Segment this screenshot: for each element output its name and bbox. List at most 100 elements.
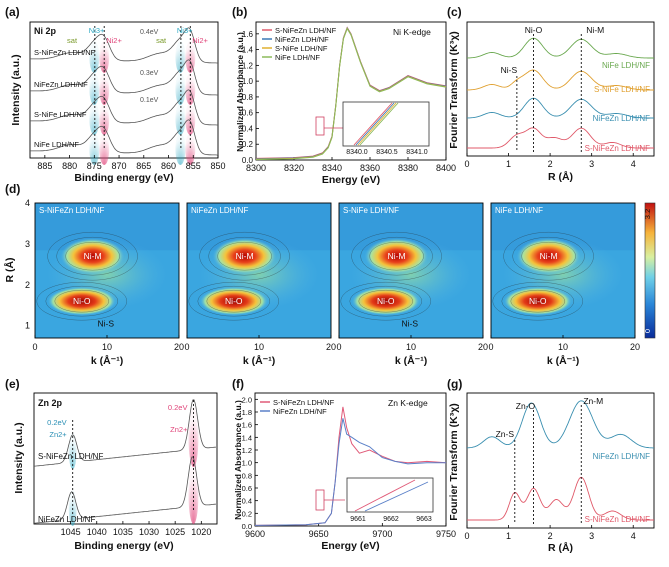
ft-zn-frame: [466, 392, 655, 529]
wt-map-title: S-NiFe LDH/NF: [343, 206, 399, 215]
inset-tick-label: 8340.5: [376, 149, 398, 156]
wt-hotspot: [351, 287, 420, 316]
wt-contour: [360, 236, 433, 276]
x-tick-label: 4: [631, 531, 636, 541]
series-label: NiFeZn LDH/NF: [593, 452, 650, 461]
colorbar-min: 0: [643, 329, 652, 333]
xanes-ni-frame: [255, 21, 447, 161]
wt-hotspot: [60, 238, 125, 275]
y-tick-label: 0.8: [242, 93, 254, 102]
x-tick-label: 1030: [139, 527, 159, 537]
inset-frame: [342, 101, 430, 147]
inset-tick-label: 9663: [416, 516, 432, 523]
wt-feature-label: Ni-M: [388, 251, 406, 261]
wt-feature-label: Ni-O: [529, 296, 547, 306]
x-tick-label: 865: [136, 161, 151, 171]
ft-ni-curve: [467, 69, 654, 91]
shift-annotation: 0.2eV: [168, 403, 188, 412]
y-axis-label: Intensity (a.u.): [13, 422, 25, 493]
y-tick-label: 2: [25, 280, 30, 290]
wt-feature-label: Ni-O: [225, 296, 243, 306]
x-tick-label: 8380: [398, 163, 418, 173]
marker-label: Zn-M: [583, 396, 603, 406]
y-tick-label: 1.4: [242, 433, 252, 442]
peak-fill: [175, 73, 186, 105]
shift-annotation: 0.2eV: [47, 418, 67, 427]
shift-annotation: 0.4eV: [140, 29, 159, 36]
wt-contour: [521, 241, 576, 271]
x-tick-label: 10: [558, 342, 568, 352]
x-tick-label: 1040: [87, 527, 107, 537]
wt-contour: [510, 289, 565, 313]
xps-ni-curve: [30, 59, 218, 96]
series-label: NiFeZn LDH/NF: [38, 515, 95, 524]
wt-contour: [503, 231, 594, 281]
peak-fill: [185, 41, 196, 73]
legend-entry: S-NiFe LDH/NF: [275, 44, 328, 53]
wt-feature-label: Ni-O: [377, 296, 395, 306]
ft-zn-curve: [466, 400, 654, 449]
peak-fill: [99, 73, 110, 105]
x-tick-label: 855: [186, 161, 201, 171]
y-tick-label: 0.8: [242, 471, 252, 480]
peak-label: sat: [67, 36, 78, 45]
y-tick-label: 0.0: [242, 156, 254, 165]
x-tick-label: 8340: [322, 163, 342, 173]
wt-hotspot: [503, 287, 572, 316]
peak-fill: [175, 41, 186, 73]
peak-fill: [89, 41, 100, 73]
y-tick-label: 0.2: [242, 509, 252, 518]
shift-annotation: 0.3eV: [140, 70, 159, 77]
wt-hotspot: [516, 238, 581, 275]
y-tick-label: 1.6: [242, 421, 252, 430]
x-axis-label: Binding energy (eV): [74, 172, 173, 184]
x-axis-label: R (Å): [548, 170, 573, 183]
x-tick-label: 9700: [372, 529, 392, 539]
wt-contour: [358, 289, 413, 313]
peak-label: sat: [156, 36, 167, 45]
peak-fill: [99, 41, 110, 73]
x-tick-label: 8300: [246, 163, 266, 173]
xps-ni-title: Ni 2p: [34, 26, 57, 36]
x-axis-label: Energy (eV): [322, 174, 380, 186]
y-tick-label: 4: [25, 198, 30, 208]
panel-label-a: (a): [5, 5, 20, 19]
y-tick-label: 2.0: [242, 395, 252, 404]
peak-label: Ni3+: [89, 26, 105, 35]
series-label: NiFeZn LDH/NF: [34, 80, 88, 89]
y-tick-label: 1.0: [242, 459, 252, 468]
x-tick-label: 20: [326, 342, 336, 352]
inset-curve: [359, 102, 399, 146]
wt-map-title: NiFe LDH/NF: [495, 206, 543, 215]
x-axis-label: k (Å⁻¹): [395, 354, 427, 367]
wt-contour: [188, 281, 280, 321]
xps-zn-title: Zn 2p: [38, 398, 63, 408]
shift-annotation: 0.1eV: [140, 97, 159, 104]
wt-hotspot: [199, 287, 268, 316]
inset-curve: [353, 102, 393, 146]
wt-contour: [45, 285, 119, 317]
x-tick-label: 850: [210, 161, 225, 171]
y-tick-label: 0.6: [242, 484, 252, 493]
wt-contour: [369, 241, 424, 271]
x-tick-label: 0: [184, 342, 189, 352]
xps-ni-frame: [29, 21, 219, 159]
wt-contour: [340, 281, 431, 321]
x-tick-label: 1025: [165, 527, 185, 537]
wt-contour: [197, 285, 271, 317]
x-tick-label: 9600: [245, 529, 265, 539]
y-axis-label: Fourier Transform (K³χ): [448, 403, 460, 520]
x-tick-label: 885: [37, 161, 52, 171]
x-axis-label: Energy (eV): [321, 540, 379, 552]
wt-feature-label: Ni-O: [73, 296, 91, 306]
wt-contour: [36, 281, 128, 321]
xanes-zn-frame: [254, 392, 447, 527]
xanes-ni-curve: [255, 27, 447, 161]
xps-zn-frame: [33, 392, 218, 525]
y-tick-label: 0.2: [242, 140, 254, 149]
y-tick-label: 0.4: [242, 124, 254, 133]
x-tick-label: 4: [631, 159, 636, 169]
panel-label-c: (c): [447, 5, 462, 19]
wt-contour: [65, 241, 120, 271]
